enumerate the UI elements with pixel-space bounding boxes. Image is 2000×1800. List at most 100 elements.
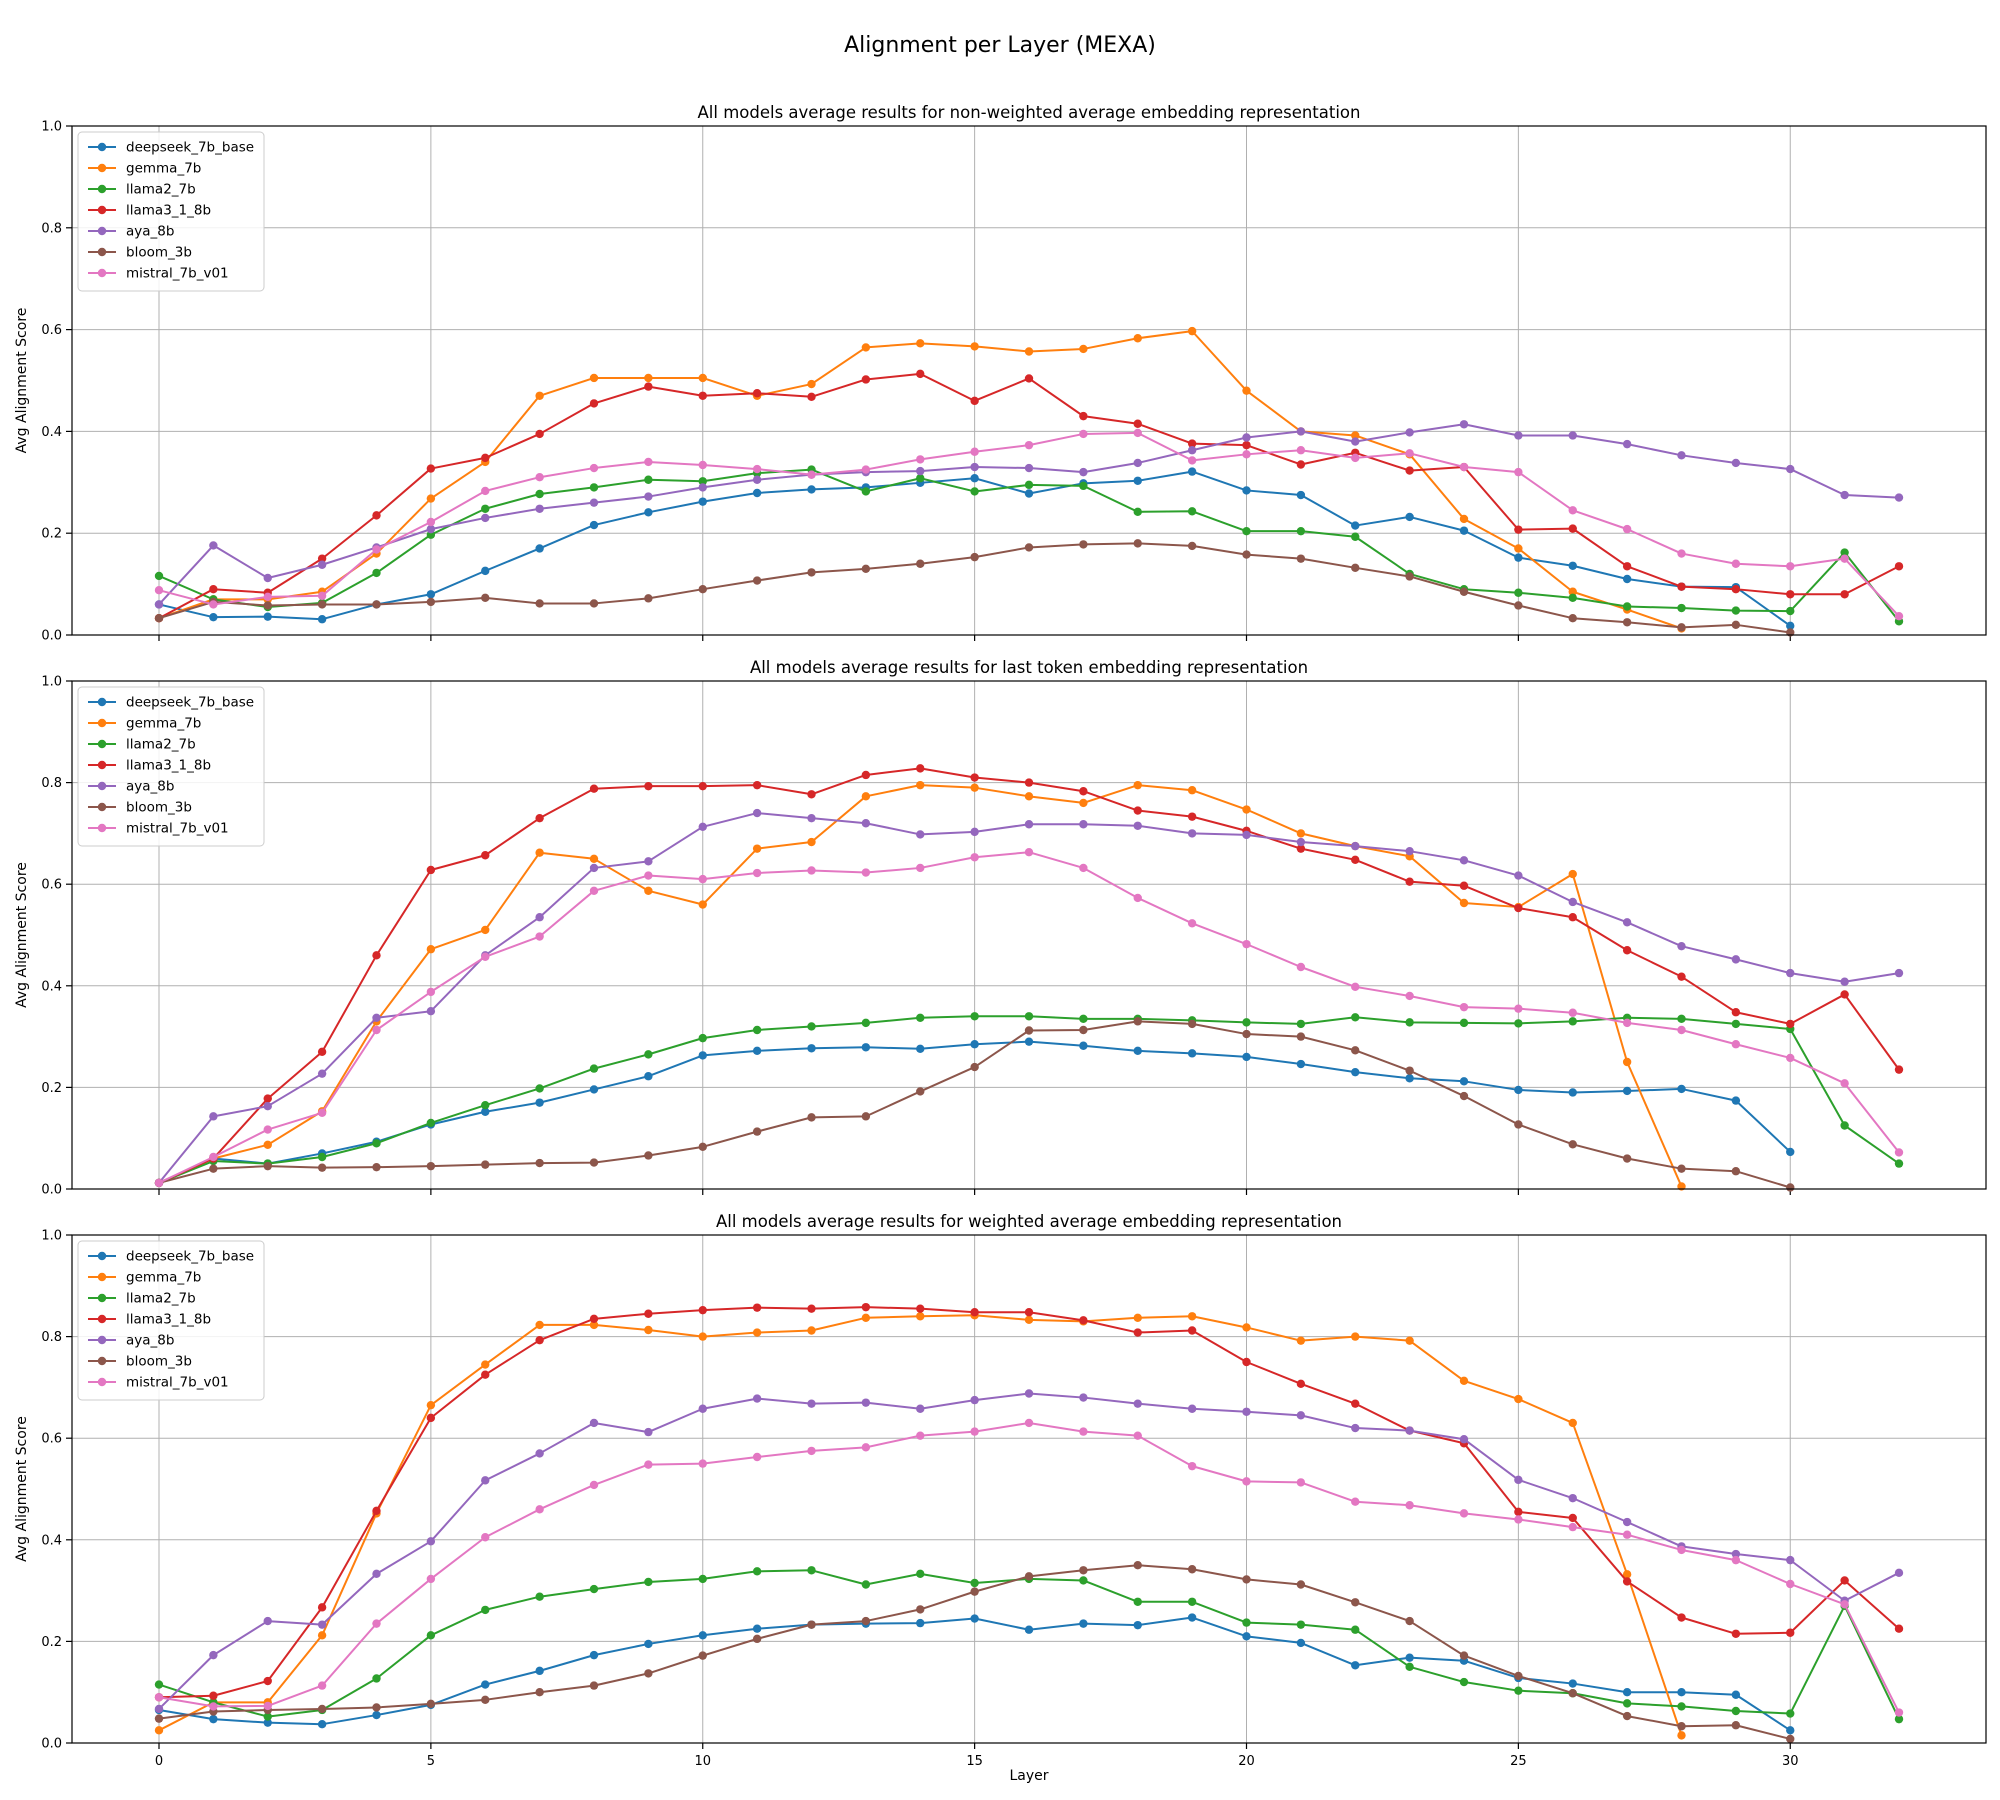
data-point bbox=[1187, 812, 1197, 821]
data-point bbox=[1786, 1726, 1795, 1735]
data-point bbox=[1242, 1407, 1251, 1416]
data-point bbox=[1622, 1699, 1632, 1708]
data-point bbox=[589, 399, 599, 408]
x-tick-label: 15 bbox=[966, 1754, 983, 1769]
data-point bbox=[317, 591, 327, 601]
data-point bbox=[861, 375, 871, 384]
data-point bbox=[1187, 1019, 1197, 1029]
data-point bbox=[1622, 602, 1632, 611]
data-point bbox=[1024, 347, 1034, 356]
data-point bbox=[1133, 1620, 1142, 1630]
data-point bbox=[916, 1312, 925, 1321]
data-point bbox=[1568, 1679, 1577, 1688]
y-axis-label: Avg Alignment Score bbox=[14, 308, 30, 454]
data-point bbox=[1351, 532, 1360, 541]
y-tick-label: 1.0 bbox=[41, 1229, 62, 1244]
data-point bbox=[1133, 780, 1142, 790]
data-point bbox=[644, 857, 653, 866]
data-point bbox=[1296, 1411, 1306, 1420]
data-point bbox=[372, 951, 381, 960]
legend-marker bbox=[97, 1335, 107, 1345]
data-point bbox=[1786, 1183, 1795, 1192]
data-point bbox=[807, 379, 816, 389]
data-point bbox=[1677, 1688, 1686, 1697]
legend-item-gemma_7b: gemma_7b bbox=[88, 716, 201, 732]
data-point bbox=[1187, 1613, 1197, 1622]
data-point bbox=[1568, 1008, 1577, 1017]
data-point bbox=[644, 1325, 653, 1335]
data-point bbox=[1405, 1074, 1414, 1083]
data-point bbox=[644, 382, 653, 391]
data-point bbox=[752, 1127, 762, 1136]
data-point bbox=[1514, 871, 1523, 880]
data-point bbox=[1296, 1032, 1306, 1041]
data-point bbox=[589, 1418, 599, 1428]
data-point bbox=[154, 1680, 164, 1689]
data-point bbox=[481, 1360, 490, 1369]
data-point bbox=[1405, 846, 1414, 856]
data-point bbox=[1514, 431, 1523, 440]
data-point bbox=[698, 1332, 707, 1341]
data-point bbox=[1296, 1638, 1306, 1648]
data-point bbox=[807, 470, 816, 479]
legend-label: mistral_7b_v01 bbox=[126, 821, 229, 837]
data-point bbox=[481, 513, 490, 523]
data-point bbox=[861, 1580, 871, 1589]
data-point bbox=[1351, 1399, 1360, 1408]
series-line bbox=[158, 1314, 1683, 1736]
data-point bbox=[807, 568, 816, 577]
data-point bbox=[1187, 446, 1197, 455]
data-point bbox=[1351, 1625, 1360, 1634]
legend-item-bloom_3b: bloom_3b bbox=[88, 800, 192, 816]
data-point bbox=[1405, 1616, 1414, 1626]
data-point bbox=[916, 863, 925, 873]
legend-item-llama3_1_8b: llama3_1_8b bbox=[88, 203, 211, 219]
data-point bbox=[481, 1100, 490, 1110]
data-point bbox=[861, 868, 871, 877]
data-point bbox=[1568, 587, 1577, 596]
y-tick-label: 0.0 bbox=[41, 1737, 62, 1752]
data-point bbox=[752, 868, 762, 878]
legend-marker bbox=[97, 1272, 107, 1282]
data-point bbox=[1187, 1312, 1197, 1321]
y-tick-label: 0.2 bbox=[41, 1635, 62, 1650]
legend-marker bbox=[97, 760, 107, 770]
data-point bbox=[154, 1693, 164, 1702]
data-point bbox=[1514, 588, 1523, 597]
data-point bbox=[644, 1639, 653, 1649]
data-point bbox=[589, 784, 599, 793]
data-point bbox=[209, 1650, 218, 1660]
data-point bbox=[1786, 968, 1795, 978]
y-tick-label: 1.0 bbox=[41, 120, 62, 135]
data-point bbox=[1133, 1046, 1142, 1056]
data-point bbox=[698, 460, 707, 470]
legend-item-gemma_7b: gemma_7b bbox=[88, 1270, 201, 1286]
data-point bbox=[372, 568, 381, 578]
data-point bbox=[426, 464, 436, 473]
panels: All models average results for non-weigh… bbox=[14, 103, 1987, 1784]
data-point bbox=[317, 600, 327, 609]
data-point bbox=[1187, 541, 1197, 551]
legend-label: llama3_1_8b bbox=[126, 203, 211, 219]
data-point bbox=[209, 1702, 218, 1711]
legend-marker bbox=[97, 226, 107, 236]
data-point bbox=[1786, 1147, 1795, 1157]
data-point bbox=[1296, 490, 1306, 500]
data-point bbox=[1731, 1096, 1741, 1105]
data-point bbox=[752, 1624, 762, 1633]
x-tick-label: 10 bbox=[694, 1754, 711, 1769]
legend-marker bbox=[97, 184, 107, 194]
legend-label: bloom_3b bbox=[126, 1354, 192, 1370]
data-point bbox=[372, 1619, 381, 1628]
data-point bbox=[209, 1152, 218, 1162]
data-point bbox=[589, 1064, 599, 1073]
data-point bbox=[1133, 1313, 1142, 1323]
data-point bbox=[317, 1704, 327, 1714]
series-gemma_7b bbox=[154, 1311, 1686, 1740]
y-tick-label: 0.4 bbox=[41, 979, 62, 994]
data-point bbox=[861, 1398, 871, 1407]
legend-label: llama3_1_8b bbox=[126, 1312, 211, 1328]
data-point bbox=[426, 1413, 436, 1423]
data-point bbox=[970, 462, 979, 472]
data-point bbox=[1351, 431, 1360, 440]
